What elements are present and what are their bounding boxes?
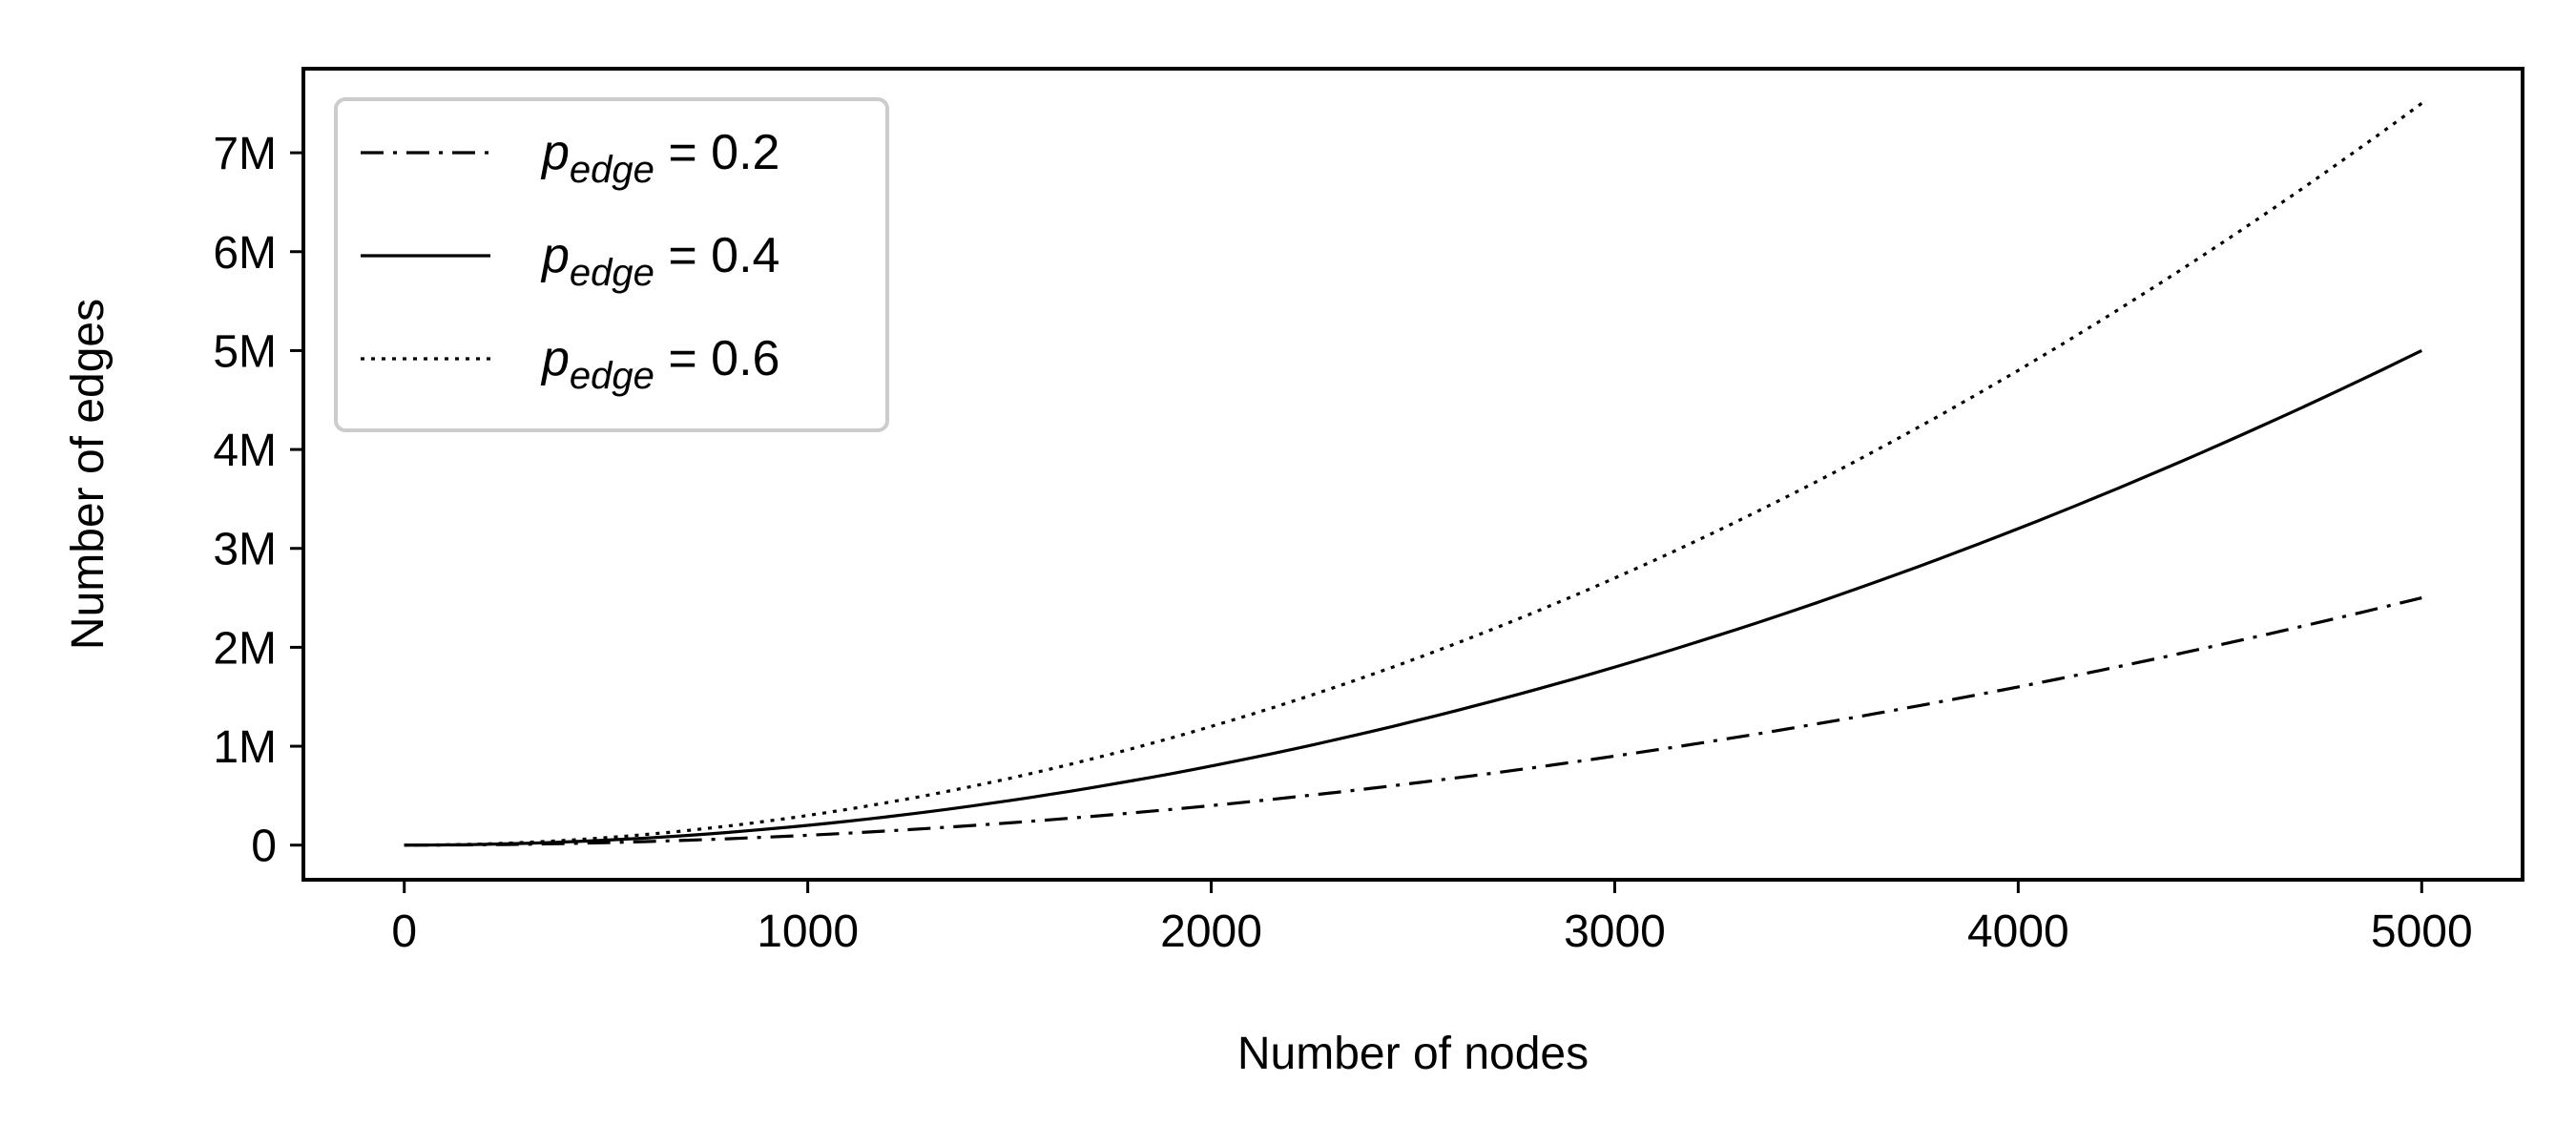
y-tick-label: 6M [213, 228, 277, 279]
y-tick-label: 1M [213, 722, 277, 773]
y-tick-label: 4M [213, 426, 277, 476]
x-tick-label: 3000 [1564, 906, 1666, 957]
legend-label: pedge = 0.6 [540, 331, 779, 397]
y-tick-label: 3M [213, 525, 277, 575]
legend-box [334, 97, 889, 432]
y-axis-ticks: 0 1M 2M 3M 4M 5M 6M 7M [213, 129, 303, 872]
series-line-3 [404, 102, 2423, 847]
x-axis-ticks: 0 1000 2000 3000 4000 5000 [391, 880, 2473, 957]
x-tick-label: 2000 [1160, 906, 1262, 957]
y-axis-label: Number of edges [63, 299, 114, 650]
y-tick-label: 2M [213, 623, 277, 674]
y-tick-label: 0 [251, 822, 277, 872]
series-line-1 [404, 596, 2422, 847]
legend: pedge = 0.2 pedge = 0.4 pedge = 0.6 [334, 97, 889, 432]
y-tick-label: 5M [213, 326, 277, 377]
plot-area-frame [301, 67, 2524, 882]
series-line-2 [404, 348, 2422, 847]
legend-label: pedge = 0.4 [540, 228, 779, 294]
x-tick-label: 5000 [2371, 906, 2473, 957]
x-tick-label: 1000 [757, 906, 859, 957]
series-layer [404, 102, 2423, 847]
y-tick-label: 7M [213, 129, 277, 179]
x-tick-label: 4000 [1967, 906, 2069, 957]
legend-label: pedge = 0.2 [540, 125, 779, 191]
x-tick-label: 0 [391, 906, 417, 957]
x-axis-label: Number of nodes [1237, 1029, 1589, 1079]
